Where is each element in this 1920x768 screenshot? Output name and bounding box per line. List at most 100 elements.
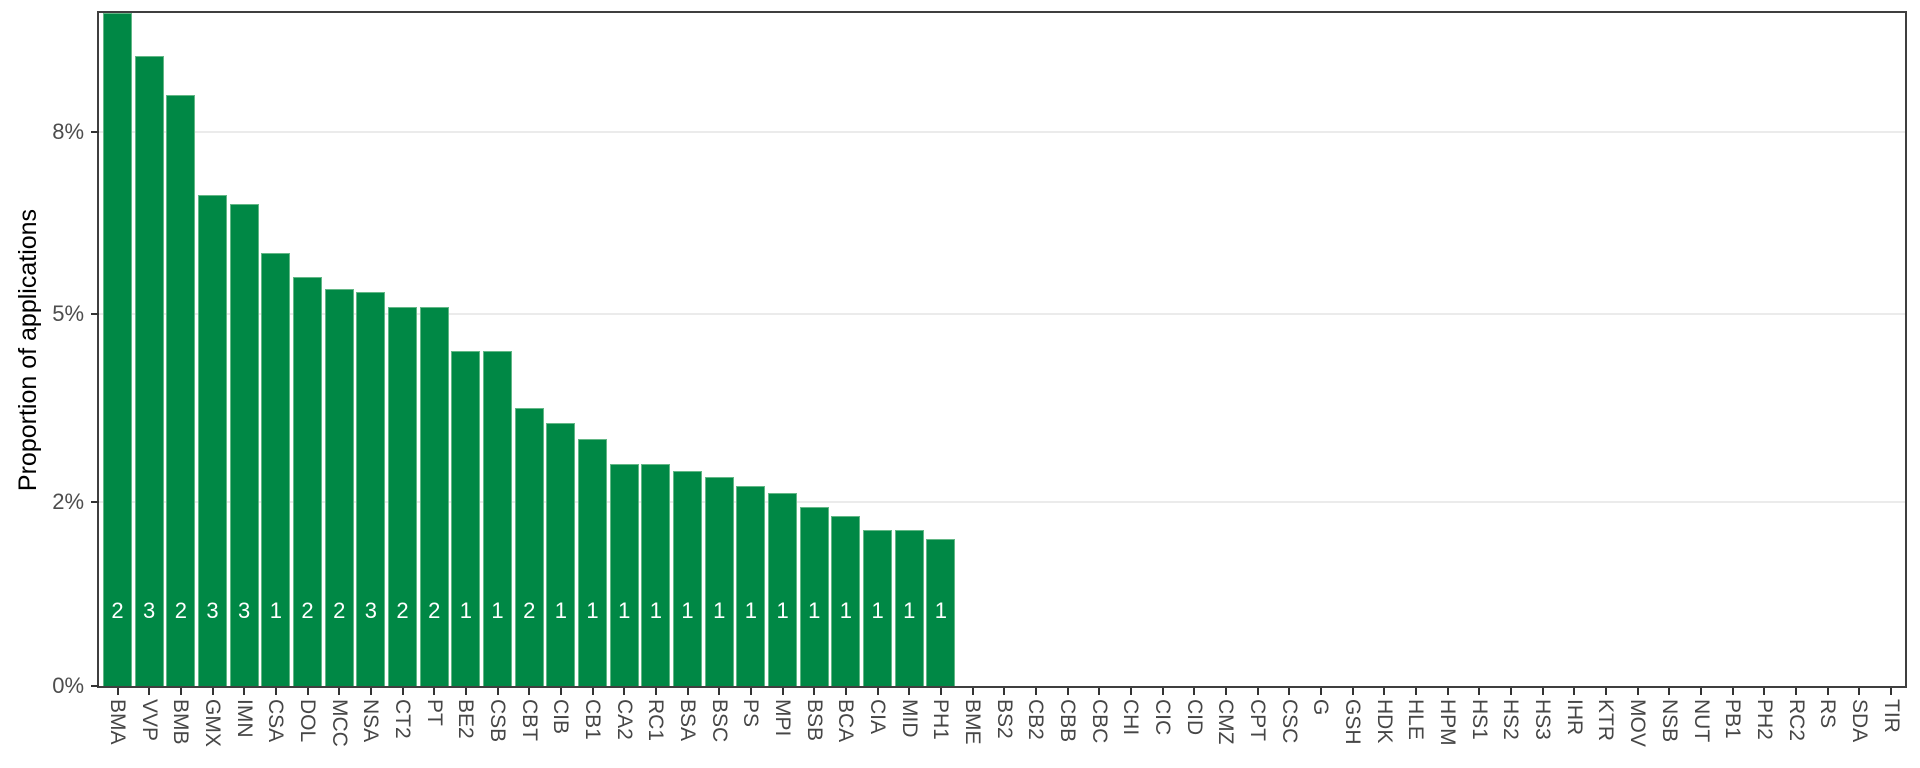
x-tick-PH1 [939, 688, 942, 695]
x-tick-SDA [1858, 688, 1861, 695]
x-tick-label-CBB: CBB [1056, 699, 1080, 743]
x-tick-label-RC1: RC1 [644, 699, 668, 742]
bar-BCA: 1 [831, 515, 861, 686]
x-tick-RC1 [654, 688, 657, 695]
bar-MPI: 1 [768, 492, 798, 686]
x-tick-CA2 [623, 688, 626, 695]
x-tick-BMA [116, 688, 119, 695]
x-tick-MID [908, 688, 911, 695]
bar-VVP: 3 [134, 55, 164, 686]
x-tick-PH2 [1763, 688, 1766, 695]
bar-GMX: 3 [198, 195, 227, 686]
x-tick-HS3 [1541, 688, 1544, 695]
bar-count-label-BMA: 2 [111, 597, 124, 623]
x-tick-label-BS2: BS2 [992, 699, 1016, 739]
x-tick-label-HLE: HLE [1404, 699, 1428, 740]
x-tick-label-RS: RS [1816, 699, 1840, 729]
x-tick-label-MCC: MCC [327, 699, 351, 747]
bar-BSA: 1 [673, 470, 703, 686]
x-tick-label-BSA: BSA [676, 699, 700, 742]
x-tick-GSH [1351, 688, 1354, 695]
x-tick-MOV [1636, 688, 1639, 695]
bar-IMN: 3 [229, 204, 259, 686]
bar-count-label-NSA: 3 [364, 597, 377, 623]
x-tick-IHR [1573, 688, 1576, 695]
bar-CT2: 2 [388, 307, 418, 686]
x-tick-label-CMZ: CMZ [1214, 699, 1238, 745]
bar-count-label-BSC: 1 [713, 597, 726, 623]
x-tick-BS2 [1003, 688, 1006, 695]
x-tick-label-BSC: BSC [707, 699, 731, 743]
x-tick-PS [749, 688, 752, 695]
y-tick-label-5%: 5% [52, 300, 84, 326]
x-tick-label-IMN: IMN [232, 699, 256, 738]
x-tick-BSC [718, 688, 721, 695]
bar-count-label-MID: 1 [903, 597, 916, 623]
x-tick-label-CSC: CSC [1277, 699, 1301, 744]
bar-count-label-CB1: 1 [586, 597, 599, 623]
x-tick-MCC [338, 688, 341, 695]
x-tick-MPI [781, 688, 784, 695]
y-tick-label-0%: 0% [52, 673, 84, 698]
x-tick-label-CSB: CSB [486, 699, 510, 743]
bar-count-label-PS: 1 [744, 597, 758, 623]
x-tick-G [1319, 688, 1322, 695]
x-tick-label-HS3: HS3 [1531, 699, 1555, 740]
x-tick-label-PB1: PB1 [1721, 699, 1745, 739]
x-tick-label-CT2: CT2 [391, 699, 415, 739]
x-tick-label-PS: PS [739, 699, 763, 728]
x-tick-label-CBC: CBC [1087, 699, 1111, 744]
bar-BMA: 2 [103, 13, 132, 686]
bar-NSA: 3 [356, 292, 386, 686]
x-tick-PB1 [1731, 688, 1734, 695]
x-tick-CBT [528, 688, 531, 695]
x-tick-HPM [1446, 688, 1449, 695]
x-tick-label-BCA: BCA [834, 699, 858, 743]
x-tick-label-G: G [1309, 699, 1333, 716]
x-tick-label-BME: BME [961, 699, 985, 745]
x-tick-HLE [1414, 688, 1417, 695]
x-tick-NSA [369, 688, 372, 695]
gridline-2% [99, 501, 1905, 503]
x-tick-label-BMA: BMA [106, 699, 129, 745]
x-tick-label-RC2: RC2 [1784, 699, 1808, 742]
x-tick-label-GMX: GMX [201, 699, 224, 747]
bar-count-label-MPI: 1 [776, 597, 789, 623]
x-tick-CID [1193, 688, 1196, 695]
x-tick-BMB [179, 688, 182, 695]
bar-count-label-BSA: 1 [681, 597, 694, 623]
x-tick-label-CIC: CIC [1151, 699, 1175, 736]
bar-RC1: 1 [641, 464, 671, 686]
x-tick-CSC [1288, 688, 1291, 695]
x-tick-CB2 [1034, 688, 1037, 695]
x-tick-TIR [1890, 688, 1893, 695]
bar-count-label-CSA: 1 [269, 597, 282, 623]
bar-CIA: 1 [863, 529, 893, 686]
y-tick-label-2%: 2% [52, 489, 84, 514]
bar-MCC: 2 [324, 289, 354, 686]
x-tick-BCA [844, 688, 847, 695]
bar-count-label-BCA: 1 [839, 597, 853, 623]
x-tick-label-MID: MID [897, 699, 921, 738]
bar-CB1: 1 [578, 439, 608, 686]
x-tick-label-SDA: SDA [1847, 699, 1871, 743]
x-tick-label-GSH: GSH [1341, 699, 1365, 745]
bar-count-label-CIB: 1 [554, 597, 567, 623]
x-tick-label-PH1: PH1 [929, 699, 953, 740]
bar-MID: 1 [894, 529, 924, 686]
bar-count-label-CSB: 1 [491, 597, 504, 623]
x-tick-KTR [1604, 688, 1607, 695]
x-tick-label-HPM: HPM [1436, 699, 1460, 746]
x-tick-label-NSB: NSB [1657, 699, 1681, 743]
bar-BE2: 1 [451, 351, 481, 686]
x-tick-BE2 [464, 688, 467, 695]
y-tick-2% [91, 501, 99, 503]
bar-count-label-PH1: 1 [934, 597, 948, 623]
y-tick-label-8%: 8% [52, 118, 84, 144]
x-tick-CSB [496, 688, 499, 695]
bar-count-label-VVP: 3 [143, 597, 156, 623]
x-tick-label-PH2: PH2 [1752, 699, 1776, 740]
bar-BSC: 1 [704, 476, 734, 686]
